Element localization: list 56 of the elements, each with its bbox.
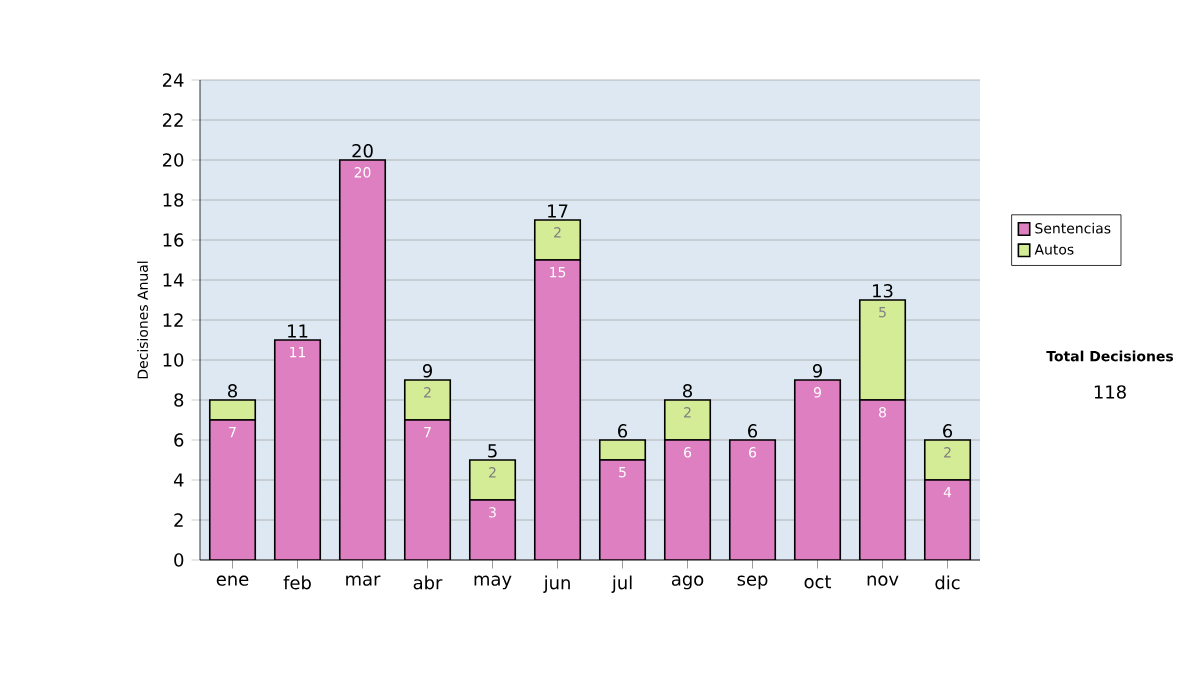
y-tick-label: 12 [163,313,183,327]
y-tick-label: 14 [163,273,184,287]
total-label: 8 [683,384,692,398]
total-label: 9 [422,364,432,378]
y-tick-label: 4 [173,473,184,487]
x-tick-label: oct [804,575,832,589]
x-tick-label: jun [543,575,570,593]
bar [728,439,777,560]
total-label: 9 [812,364,822,378]
bar [663,399,712,441]
total-label: 8 [228,384,237,398]
bar [858,299,907,401]
total-label: 13 [873,284,893,298]
x-tick-label: may [474,575,512,590]
total-label: 6 [618,424,628,438]
bar [533,259,582,560]
y-tick-label: 20 [162,153,184,167]
y-tick-label: 24 [162,73,184,87]
y-tick-label: 8 [174,393,184,407]
y-tick-label: 22 [162,113,183,127]
bar [468,459,517,501]
bar [923,479,972,560]
bar [208,419,257,560]
total-label: 6 [748,424,758,438]
x-tick-label: jul [611,575,632,593]
bar [533,219,582,261]
y-tick-label: 0 [174,553,184,567]
bar [793,379,842,560]
bar [663,439,712,560]
x-tick-label: dic [935,575,960,590]
bar [273,339,322,560]
bar [598,439,647,461]
bar [858,399,907,560]
x-tick-label: sep [737,575,768,590]
x-tick-label: feb [283,575,311,590]
bar [403,379,452,421]
x-tick-label: nov [867,575,899,586]
y-tick-label: 2 [174,513,183,527]
total-label: 17 [548,204,568,218]
bar [403,419,452,560]
bar [338,159,387,560]
total-label: 6 [943,424,953,438]
y-tick-label: 18 [163,193,184,207]
y-tick-label: 16 [163,233,184,247]
x-tick-label: mar [346,575,381,586]
total-label: 11 [288,324,308,338]
text: 118 [1094,385,1126,399]
total-label: 20 [352,144,373,158]
total-label: 5 [488,444,497,458]
bar [468,499,517,560]
x-tick-label: abr [413,575,443,590]
y-tick-label: 10 [163,353,184,367]
x-tick-label: ago [671,575,704,590]
x-tick-label: ene [216,575,249,586]
y-tick-label: 6 [174,433,184,447]
bar [598,459,647,560]
